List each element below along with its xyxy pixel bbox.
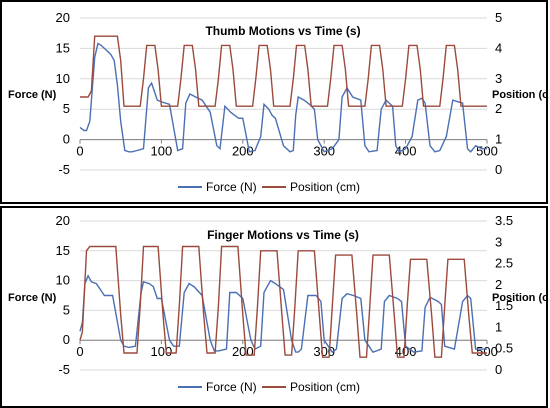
chart-title: Finger Motions vs Time (s) — [207, 228, 359, 242]
y-axis-label: Force (N) — [8, 292, 57, 304]
x-tick-label: 100 — [151, 144, 173, 159]
y-axis-label: Force (N) — [8, 89, 57, 101]
y2-axis-label: Position (cm) — [492, 89, 546, 101]
y-tick-label: 15 — [56, 40, 70, 55]
x-tick-label: 100 — [151, 344, 173, 359]
y-tick-label: -5 — [58, 362, 70, 377]
thumb-series-position-line — [80, 35, 487, 107]
y2-axis-label: Position (cm) — [492, 292, 546, 304]
y2-tick-label: 1.5 — [495, 298, 513, 313]
y-tick-label: 20 — [56, 10, 70, 25]
y-tick-label: 10 — [56, 273, 70, 288]
y-tick-label: 20 — [56, 213, 70, 228]
x-tick-label: 500 — [476, 144, 498, 159]
x-tick-label: 400 — [395, 344, 417, 359]
y2-tick-label: 0.5 — [495, 341, 513, 356]
y-tick-label: 10 — [56, 71, 70, 86]
y2-tick-label: 4 — [495, 40, 502, 55]
y-tick-label: -5 — [58, 162, 70, 177]
y-tick-label: 5 — [63, 101, 70, 116]
y2-tick-label: 3.5 — [495, 213, 513, 228]
thumb-chart-panel: -5 0 5 10 15 20 0 1 2 3 4 5 0 100 200 300 400 500 Thumb Mo… — [0, 0, 548, 204]
y-tick-label: 5 — [63, 302, 70, 317]
chart-title: Thumb Motions vs Time (s) — [205, 24, 360, 38]
x-tick-label: 0 — [76, 144, 83, 159]
finger-series-position-line — [79, 245, 487, 358]
y2-tick-label: 3 — [495, 71, 502, 86]
y-tick-label: 0 — [63, 332, 70, 347]
y2-tick-label: 0 — [495, 362, 502, 377]
y2-tick-label: 3 — [495, 234, 502, 249]
finger-series-force-line — [79, 274, 487, 354]
y2-tick-label: 1 — [495, 319, 502, 334]
finger-chart-panel: -5 0 5 10 15 20 0 0.5 1 1.5 2 2.5 3 3.5 0 100 200 300 400 5… — [0, 206, 548, 408]
legend-entry: Force (N) — [206, 180, 257, 194]
y-tick-label: 0 — [63, 132, 70, 147]
y2-tick-label: 2 — [495, 277, 502, 292]
y2-tick-label: 0 — [495, 162, 502, 177]
thumb-series-force-line — [79, 42, 487, 153]
legend-entry: Force (N) — [206, 380, 257, 394]
x-tick-label: 200 — [232, 344, 254, 359]
x-tick-label: 0 — [76, 344, 83, 359]
y2-tick-label: 1 — [495, 132, 502, 147]
legend-entry: Position (cm) — [290, 380, 360, 394]
y2-tick-label: 2.5 — [495, 256, 513, 271]
legend-entry: Position (cm) — [290, 180, 360, 194]
x-tick-label: 400 — [395, 144, 417, 159]
x-tick-label: 500 — [476, 344, 498, 359]
y2-tick-label: 5 — [495, 10, 502, 25]
y-tick-label: 15 — [56, 243, 70, 258]
y2-tick-label: 2 — [495, 101, 502, 116]
